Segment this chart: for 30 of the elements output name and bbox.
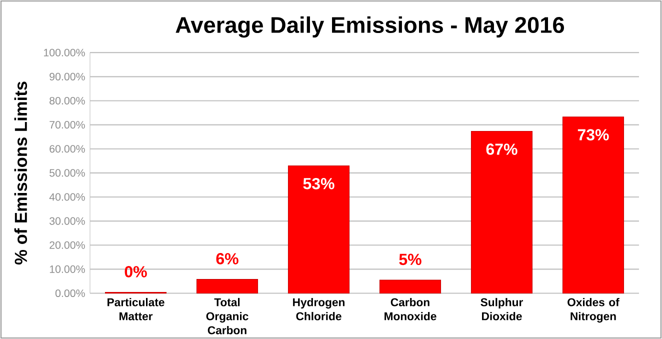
data-label: 53% [303, 178, 334, 190]
bar [196, 279, 258, 294]
y-tick-label: 50.00% [50, 169, 85, 177]
y-tick-label: 90.00% [50, 72, 85, 80]
x-tick-label: Carbon Monoxide [384, 298, 436, 320]
y-tick-label: 30.00% [50, 217, 85, 225]
data-label: 5% [399, 254, 422, 266]
y-tick-label: 10.00% [50, 265, 85, 273]
data-label: 6% [216, 253, 238, 264]
y-tick-label: 80.00% [50, 96, 85, 105]
x-tick-label: Particulate Matter [108, 298, 164, 320]
bar [470, 131, 533, 294]
data-label: 67% [486, 144, 518, 155]
y-axis-title: % of Emissions Limits [14, 82, 28, 264]
y-tick-label: 60.00% [50, 145, 85, 153]
y-tick-label: 20.00% [50, 241, 85, 249]
chart-title: Average Daily Emissions - May 2016 [176, 16, 564, 38]
x-tick-label: Sulphur Dioxide [480, 298, 523, 320]
data-label: 73% [578, 129, 609, 140]
y-tick-label: 40.00% [49, 193, 85, 201]
bar [379, 280, 442, 294]
x-tick-label: Total Organic Carbon [206, 298, 248, 334]
bar [288, 165, 350, 294]
y-tick-label: 0.00% [55, 289, 85, 298]
x-tick-label: Oxides of Nitrogen [568, 298, 620, 323]
y-tick-label: 70.00% [50, 121, 85, 129]
y-tick-label: 100.00% [44, 48, 85, 56]
x-tick-label: Hydrogen Chloride [293, 298, 344, 320]
bar [562, 116, 624, 294]
data-label: 0% [124, 266, 147, 278]
